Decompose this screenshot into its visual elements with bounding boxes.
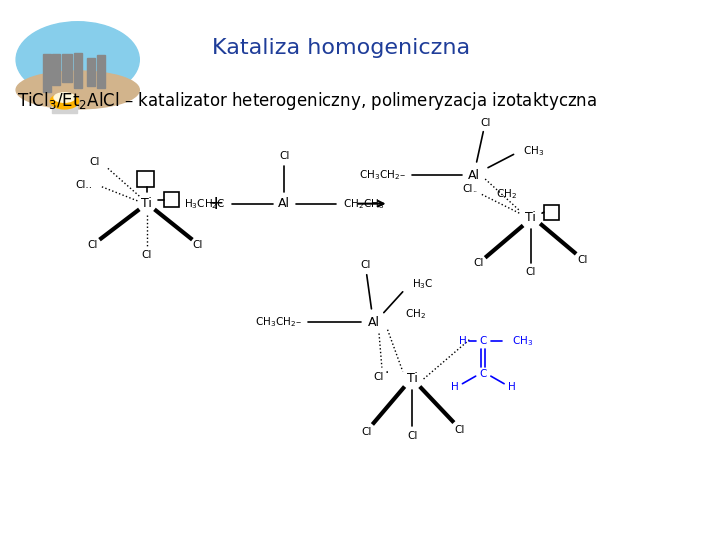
Ellipse shape [54,93,75,102]
Text: CH$_2$: CH$_2$ [497,187,518,201]
Text: Ti: Ti [141,197,153,210]
Text: Cl: Cl [89,157,99,167]
Bar [52,102,77,113]
Bar [52,54,60,85]
Text: CH$_3$CH$_2$–: CH$_3$CH$_2$– [256,315,302,329]
Bar [96,55,105,88]
Text: +: + [208,194,225,213]
Text: Cl: Cl [374,372,384,382]
Text: Cl: Cl [480,118,490,128]
Text: Cl: Cl [88,240,98,251]
Text: Al: Al [369,315,380,329]
Text: Cl: Cl [473,258,484,268]
Text: Cl: Cl [526,267,536,277]
Text: Al: Al [468,168,480,182]
Text: Cl..: Cl.. [76,180,93,190]
Bar [74,53,83,88]
Bar [62,54,72,83]
Text: H: H [459,336,467,346]
Text: H$_3$C: H$_3$C [413,278,433,291]
Text: Cl: Cl [407,431,418,441]
Text: Cl: Cl [577,254,588,265]
Text: C: C [480,336,487,346]
Text: Cl: Cl [142,250,152,260]
Bar [544,205,559,220]
Text: Al: Al [278,197,290,210]
Text: H$_3$CH$_2$C: H$_3$CH$_2$C [184,197,225,211]
Text: Kataliza homogeniczna: Kataliza homogeniczna [212,38,470,58]
Text: CH$_2$: CH$_2$ [405,308,426,321]
Text: CH$_3$: CH$_3$ [523,144,544,158]
Text: TiCl$_3$/Et$_2$AlCl – katalizator heterogeniczny, polimeryzacja izotaktyczna: TiCl$_3$/Et$_2$AlCl – katalizator hetero… [17,90,597,112]
Bar [138,172,155,187]
Text: Ti: Ti [407,373,418,386]
Ellipse shape [16,71,139,109]
Ellipse shape [16,22,139,98]
Text: H: H [451,382,459,392]
Text: ..: .. [472,185,477,194]
Text: Cl: Cl [454,425,465,435]
Text: Cl: Cl [279,151,289,161]
Bar [42,54,51,92]
Bar [164,192,179,207]
Text: Ti: Ti [525,211,536,225]
Text: Cl: Cl [361,427,372,437]
Text: Cl: Cl [462,185,473,194]
Text: Cl: Cl [361,260,371,270]
Ellipse shape [50,94,78,109]
Text: CH$_3$CH$_2$–: CH$_3$CH$_2$– [359,168,405,182]
Text: Cl: Cl [193,240,203,251]
Bar [87,58,95,86]
Text: ·: · [384,366,389,380]
Text: CH$_3$: CH$_3$ [512,334,533,348]
Text: C: C [480,369,487,379]
Text: H: H [508,382,516,392]
Text: CH$_2$CH$_3$: CH$_2$CH$_3$ [343,197,384,211]
